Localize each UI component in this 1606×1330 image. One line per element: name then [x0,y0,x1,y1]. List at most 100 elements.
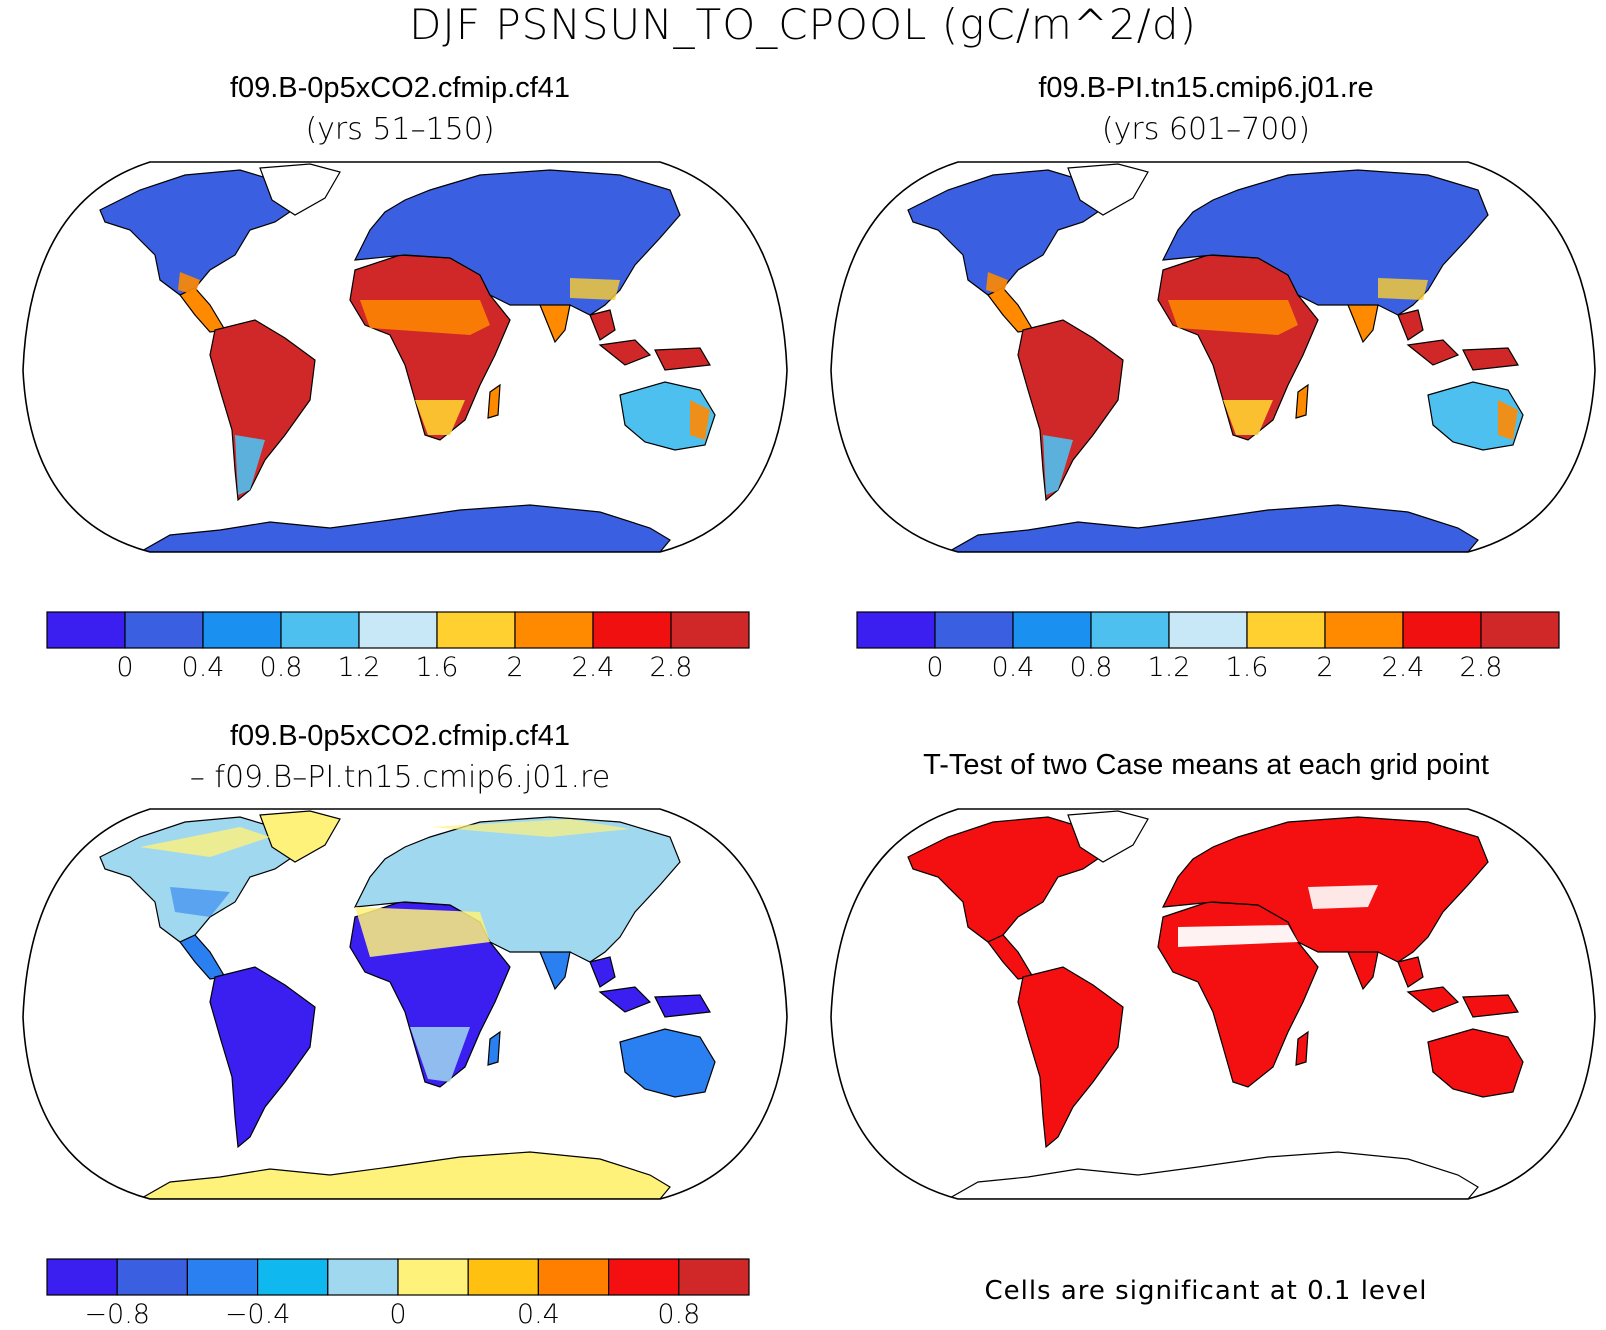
landmass-india [539,951,571,991]
landmass-madagascar [487,383,501,419]
colorbar-swatch [592,611,672,649]
landmass-madagascar [1295,1030,1309,1066]
landmass-seasia [589,309,616,341]
colorbar-swatch [1480,611,1560,649]
landmass-madagascar [487,1030,501,1066]
globe-outline [22,808,788,1200]
landmass-greenland [1067,163,1149,216]
landmass-greenland [259,810,341,863]
colorbar-diff [46,1258,750,1296]
colorbar-swatch [467,1258,540,1296]
colorbar-tick-label: 2.8 [649,652,693,683]
colorbar-tick-label: 1.6 [415,652,459,683]
colorbar-tick-label: 2.4 [1381,652,1425,683]
colorbar-tick-label: 2.8 [1459,652,1503,683]
colorbar-swatch [436,611,516,649]
colorbar-swatch [1324,611,1404,649]
colorbar-tick-label: 2 [1316,652,1334,683]
landmass-seasia [1397,309,1424,341]
globe-outline [830,808,1596,1200]
colorbar-swatch [124,611,204,649]
landmass-eurasia [353,169,681,316]
colorbar-tick-label: 0.4 [516,1299,560,1330]
colorbar-swatch [1402,611,1482,649]
colorbar-swatch [678,1258,750,1296]
landmass-india [1347,951,1379,991]
globe-outline [22,161,788,553]
colorbar-tick-label: 1.6 [1225,652,1269,683]
map-case1 [22,161,788,553]
colorbar-tick-label: −0.8 [84,1299,150,1330]
colorbar-tick-label: 2.4 [571,652,615,683]
landmass-namerica [99,169,301,296]
colorbar-tick-label: 0.8 [1069,652,1113,683]
landmass-greenland [259,163,341,216]
map-diff [22,808,788,1200]
colorbar-swatch [116,1258,188,1296]
landmass-antarctica [945,1151,1479,1199]
colorbar-swatch [202,611,282,649]
colorbar-tick-label: 1.2 [1147,652,1191,683]
landmass-namerica [907,816,1109,943]
landmass-eurasia [1161,169,1489,316]
colorbar-swatch [856,611,936,649]
colorbar-tick-label: 2 [506,652,524,683]
colorbar-swatch [46,611,126,649]
landmass-seasia [1397,956,1424,988]
colorbar-swatch [327,1258,399,1296]
colorbar-case1 [46,611,750,649]
landmass-antarctica [137,1151,671,1199]
landmass-islands1 [1406,339,1460,366]
colorbar-swatch [1012,611,1092,649]
landmass-australia [1427,1028,1524,1098]
colorbar-swatch [537,1258,610,1296]
landmass-islands1 [1406,986,1460,1013]
landmass-samerica [209,966,316,1149]
colorbar-tick-label: 0 [926,652,944,683]
landmass-antarctica [945,504,1479,552]
colorbar-swatch [514,611,594,649]
colorbar-swatch [46,1258,118,1296]
landmass-samerica [1017,966,1124,1149]
colorbar-tick-label: 0 [389,1299,407,1330]
landmass-antarctica [137,504,671,552]
colorbar-swatch [257,1258,329,1296]
landmass-australia [619,1028,716,1098]
landmass-india [1347,304,1379,344]
panel-case1-subtitle: (yrs 51–150) [305,112,495,147]
colorbar-swatch [934,611,1014,649]
landmass-namerica [907,169,1109,296]
panel-case2-title: f09.B-PI.tn15.cmip6.j01.re [1038,72,1374,104]
landmass-greenland [1067,810,1149,863]
colorbar-swatch [1246,611,1326,649]
landmass-islands1 [598,986,652,1013]
colorbar-tick-label: 0.4 [991,652,1035,683]
colorbar-swatch [1168,611,1248,649]
landmass-islands2 [1462,994,1519,1018]
map-ttest [830,808,1596,1200]
colorbar-swatch [1090,611,1170,649]
globe-outline [830,161,1596,553]
colorbar-tick-label: 0.4 [181,652,225,683]
landmass-seasia [589,956,616,988]
colorbar-tick-label: −0.4 [224,1299,291,1330]
landmass-islands2 [654,994,711,1018]
colorbar-case2 [856,611,1560,649]
colorbar-swatch [358,611,438,649]
colorbar-tick-label: 0.8 [259,652,303,683]
colorbar-swatch [397,1258,469,1296]
panel-case2-subtitle: (yrs 601–700) [1101,112,1311,147]
main-title: DJF PSNSUN_TO_CPOOL (gC/m^2/d) [409,0,1197,49]
panel-diff-subtitle: – f09.B–PI.tn15.cmip6.j01.re [189,760,611,795]
colorbar-tick-label: 0.8 [657,1299,701,1330]
landmass-india [539,304,571,344]
colorbar-swatch [280,611,360,649]
landmass-islands2 [1462,347,1519,371]
panel-ttest-footnote: Cells are significant at 0.1 level [984,1276,1428,1306]
landmass-islands1 [598,339,652,366]
colorbar-swatch [670,611,750,649]
colorbar-tick-label: 0 [116,652,134,683]
landmass-madagascar [1295,383,1309,419]
panel-ttest-title: T-Test of two Case means at each grid po… [923,749,1489,781]
colorbar-swatch [607,1258,680,1296]
